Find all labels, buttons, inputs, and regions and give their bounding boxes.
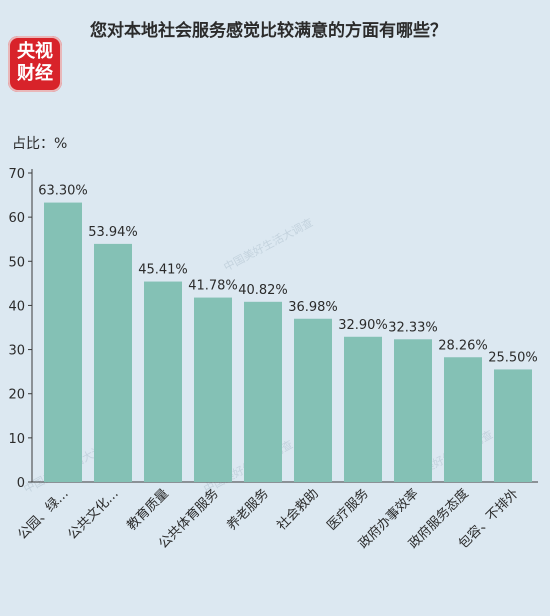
watermark-text: 中国美好生活大调查	[221, 215, 315, 274]
bar	[344, 336, 382, 482]
cctv-finance-logo: 央视 财经	[8, 36, 62, 92]
bar-value-label: 41.78%	[188, 279, 238, 294]
y-tick-label: 30	[8, 344, 25, 359]
x-tick-label: 公共文化…	[65, 486, 122, 543]
bar	[94, 243, 132, 482]
bar	[194, 297, 232, 482]
bar-value-label: 32.90%	[338, 318, 388, 333]
x-tick-label: 公园、绿…	[15, 486, 72, 543]
y-tick-label: 0	[17, 476, 25, 491]
bar	[444, 357, 482, 482]
bar-value-label: 63.30%	[38, 184, 88, 199]
y-tick-label: 10	[8, 432, 25, 447]
x-tick-label: 养老服务	[224, 486, 272, 534]
bar	[494, 369, 532, 482]
y-tick-label: 50	[8, 255, 25, 270]
y-tick-label: 40	[8, 299, 25, 314]
x-tick-label: 社会救助	[274, 486, 322, 534]
bar-value-label: 32.33%	[388, 320, 438, 335]
x-tick-label: 医疗服务	[324, 486, 372, 534]
x-tick-label: 教育质量	[124, 486, 172, 534]
logo-text-bottom: 财经	[17, 63, 53, 84]
y-tick-label: 20	[8, 388, 25, 403]
bar-value-label: 53.94%	[88, 225, 138, 240]
bar	[244, 301, 282, 482]
bar-value-label: 45.41%	[138, 263, 188, 278]
bar-value-label: 28.26%	[438, 338, 488, 353]
y-tick-label: 70	[8, 167, 25, 182]
bar	[294, 318, 332, 482]
bar	[394, 339, 432, 482]
bar	[144, 281, 182, 482]
y-tick-label: 60	[8, 211, 25, 226]
logo-text-top: 央视	[17, 41, 53, 62]
bar-value-label: 25.50%	[488, 350, 538, 365]
bar	[44, 202, 82, 482]
bar-value-label: 36.98%	[288, 300, 338, 315]
y-axis-label: 占比：%	[12, 136, 68, 152]
chart-title: 您对本地社会服务感觉比较满意的方面有哪些？	[90, 21, 447, 41]
bar-value-label: 40.82%	[238, 283, 288, 298]
